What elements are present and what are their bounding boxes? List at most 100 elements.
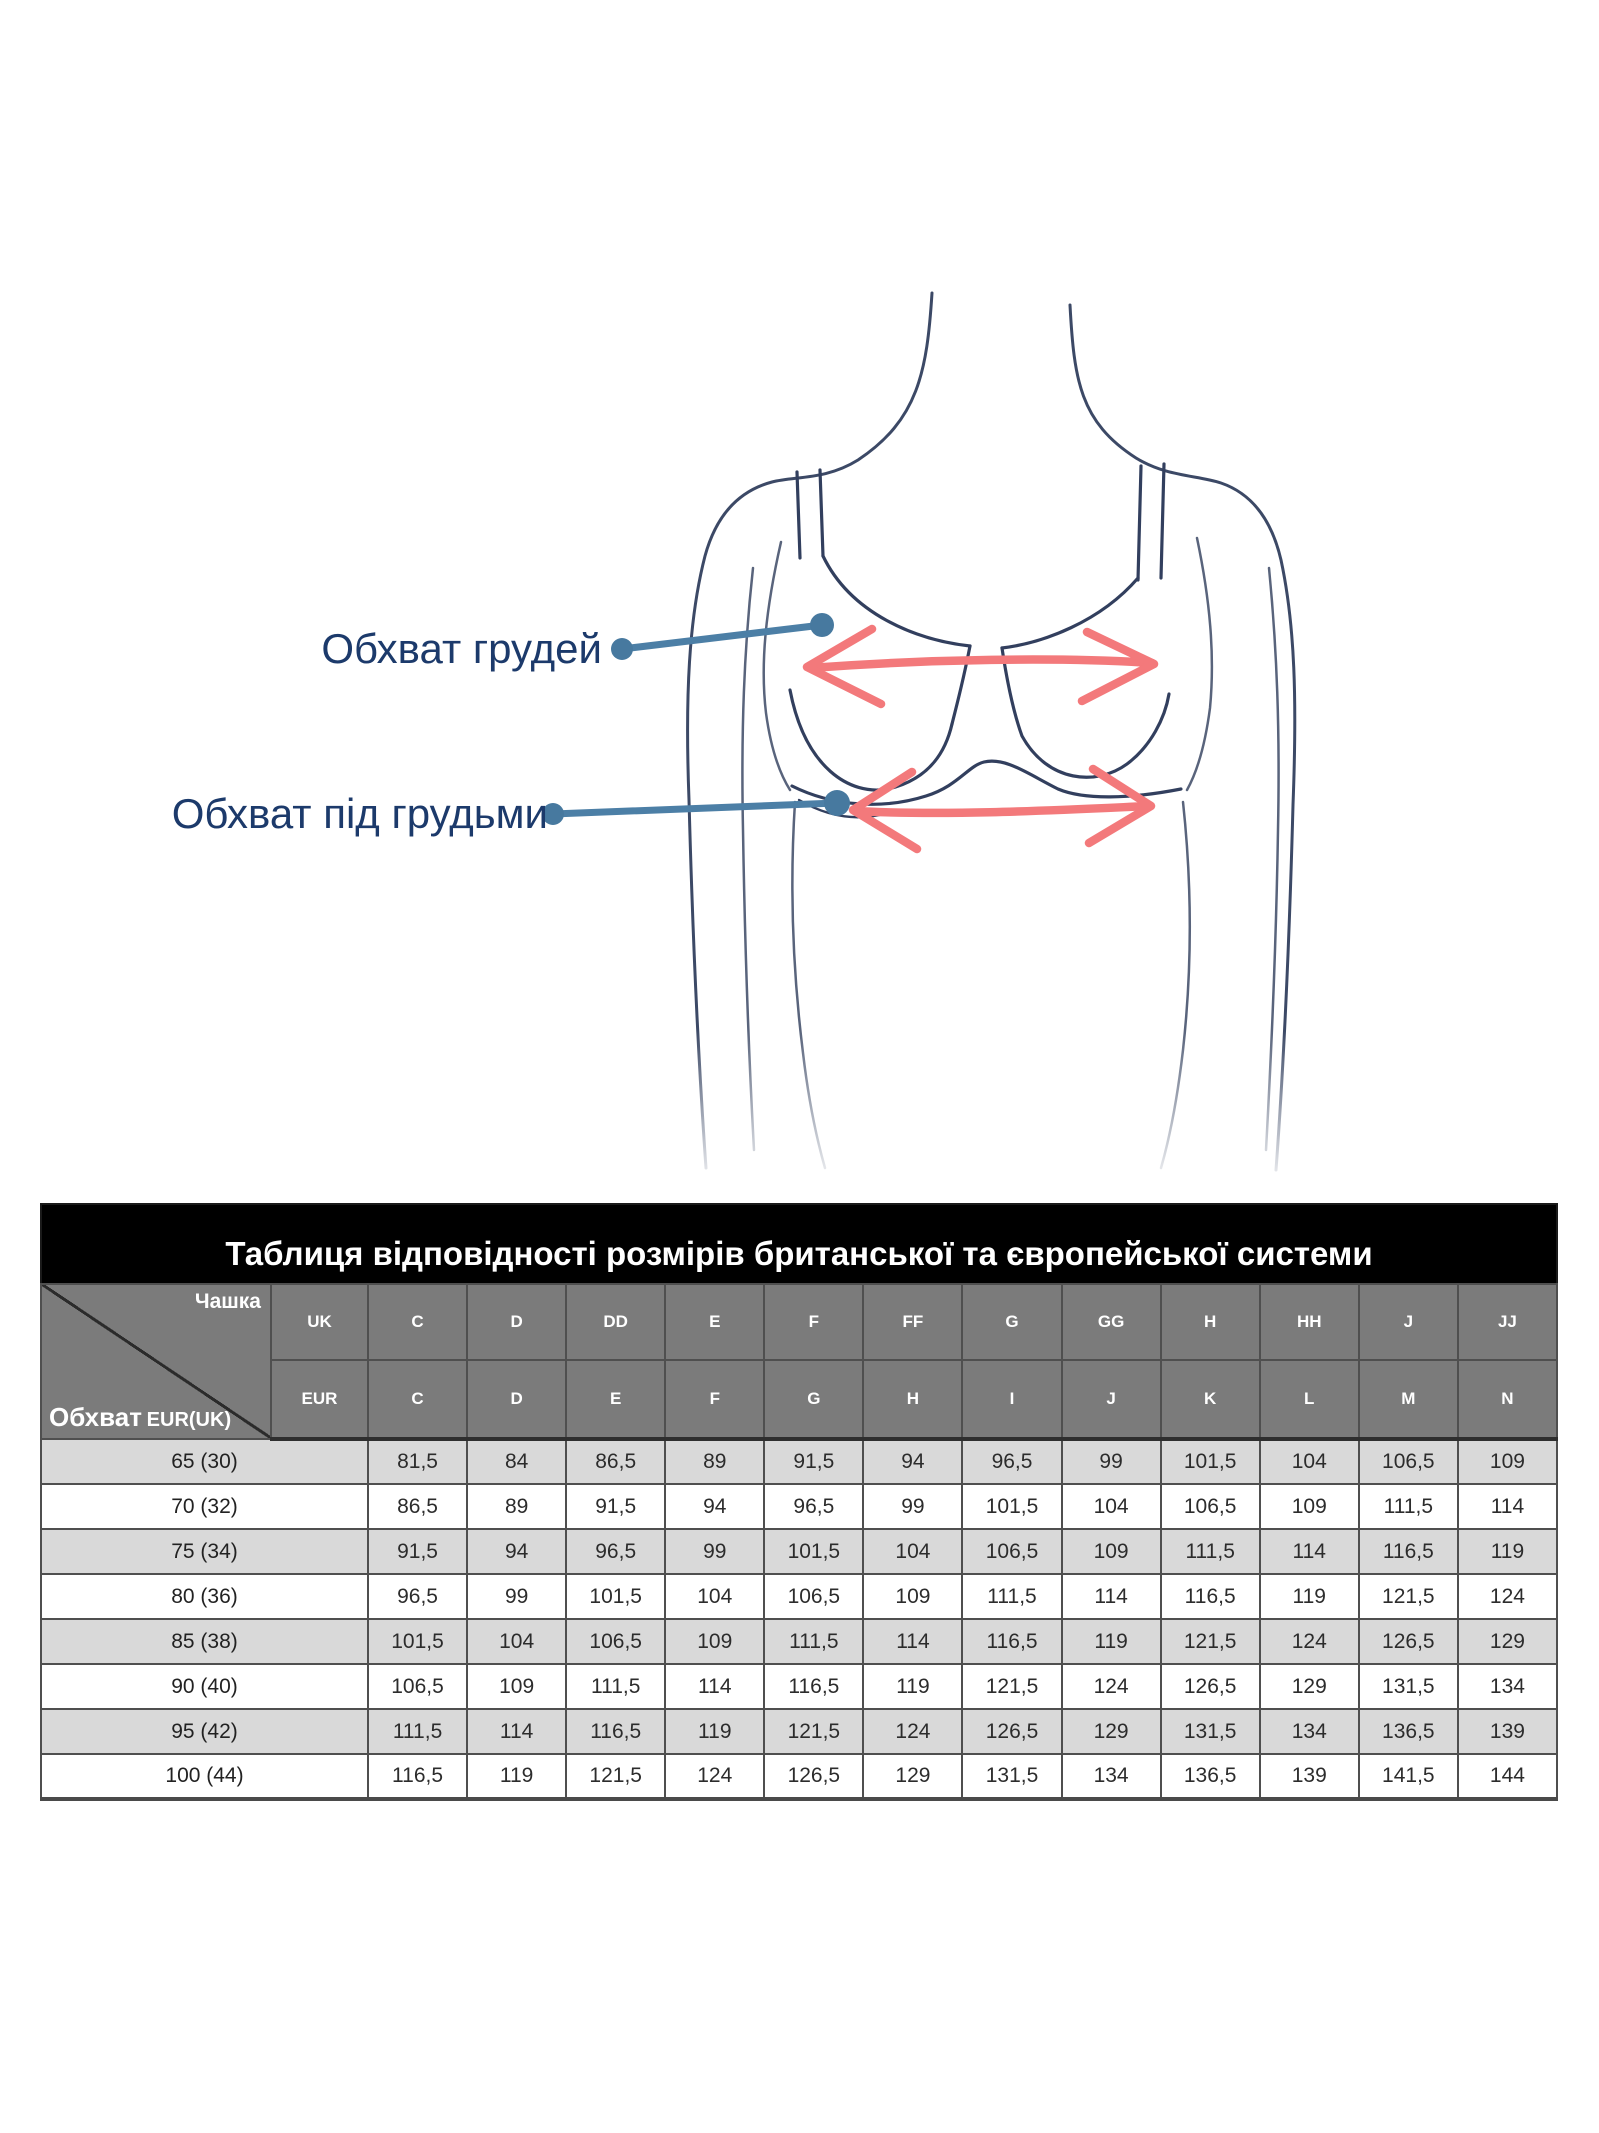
size-cell: 111,5 [1159, 1528, 1261, 1575]
size-cell: 94 [466, 1528, 568, 1575]
size-cell: 104 [862, 1528, 964, 1575]
bust-leader-line [611, 613, 834, 660]
cup-header-uk: J [1357, 1283, 1459, 1361]
band-label: 85 (38) [40, 1618, 369, 1665]
size-cell: 116,5 [366, 1753, 469, 1800]
size-cell: 101,5 [366, 1618, 469, 1665]
size-cell: 119 [466, 1753, 568, 1800]
header-row-eur: EUR C D E F G H I J K L M N [41, 1359, 1559, 1441]
cup-header-uk: E [664, 1283, 766, 1361]
cup-header-eur: C [366, 1359, 469, 1441]
size-cell: 121,5 [763, 1708, 865, 1755]
size-cell: 101,5 [763, 1528, 865, 1575]
size-cell: 136,5 [1357, 1708, 1459, 1755]
cup-header-uk: F [763, 1283, 865, 1361]
table-row: 85 (38) 101,5 104 106,5 109 111,5 114 11… [40, 1618, 1559, 1665]
bra-cup-left [821, 554, 972, 648]
size-cell: 126,5 [1357, 1618, 1459, 1665]
sketch-fade [560, 1030, 1420, 1195]
cup-header-uk: FF [862, 1283, 964, 1361]
size-cell: 119 [664, 1708, 766, 1755]
size-cell: 89 [664, 1438, 766, 1485]
size-cell: 124 [1060, 1663, 1162, 1710]
size-cell: 114 [862, 1618, 964, 1665]
size-cell: 121,5 [565, 1753, 667, 1800]
underbust-arrow [848, 764, 1156, 854]
size-cell: 116,5 [1159, 1573, 1261, 1620]
bra-drawing [788, 462, 1183, 819]
bra-strap-left [795, 470, 802, 560]
size-conversion-table: Таблиця відповідності розмірів британськ… [40, 1203, 1559, 1801]
size-cell: 111,5 [366, 1708, 469, 1755]
size-cell: 116,5 [1357, 1528, 1459, 1575]
size-cell: 109 [664, 1618, 766, 1665]
size-cell: 116,5 [763, 1663, 865, 1710]
size-cell: 106,5 [565, 1618, 667, 1665]
table-row: 80 (36) 96,5 99 101,5 104 106,5 109 111,… [40, 1573, 1559, 1620]
corner-cell: Чашка Обхват EUR(UK) [40, 1283, 272, 1440]
cup-header-eur: D [466, 1359, 568, 1441]
size-cell: 96,5 [366, 1573, 469, 1620]
size-cell: 111,5 [763, 1618, 865, 1665]
cup-header-eur: N [1456, 1359, 1559, 1441]
size-cell: 121,5 [1159, 1618, 1261, 1665]
measurement-diagram: Обхват грудей Обхват під грудьми [171, 291, 1420, 1195]
size-cell: 106,5 [1357, 1438, 1459, 1485]
size-cell: 111,5 [565, 1663, 667, 1710]
table-row: 75 (34) 91,5 94 96,5 99 101,5 104 106,5 … [40, 1528, 1559, 1575]
size-cell: 106,5 [1159, 1483, 1261, 1530]
size-cell: 119 [862, 1663, 964, 1710]
size-cell: 99 [664, 1528, 766, 1575]
size-cell: 124 [1456, 1573, 1559, 1620]
size-cell: 104 [1060, 1483, 1162, 1530]
cup-header-uk: G [961, 1283, 1063, 1361]
size-cell: 139 [1456, 1708, 1559, 1755]
bust-label: Обхват грудей [321, 625, 602, 672]
size-cell: 119 [1060, 1618, 1162, 1665]
size-cell: 104 [1258, 1438, 1360, 1485]
size-cell: 126,5 [1159, 1663, 1261, 1710]
size-cell: 124 [862, 1708, 964, 1755]
bra-underband [790, 759, 1183, 806]
cup-header-eur: K [1159, 1359, 1261, 1441]
size-cell: 129 [1258, 1663, 1360, 1710]
size-cell: 101,5 [565, 1573, 667, 1620]
table-row: 65 (30) 81,5 84 86,5 89 91,5 94 96,5 99 … [40, 1438, 1559, 1485]
figure-outline [686, 291, 1297, 1172]
table-row: 90 (40) 106,5 109 111,5 114 116,5 119 12… [40, 1663, 1559, 1710]
size-cell: 126,5 [961, 1708, 1063, 1755]
size-cell: 81,5 [366, 1438, 469, 1485]
band-label: 65 (30) [40, 1438, 369, 1485]
size-cell: 134 [1258, 1708, 1360, 1755]
size-table-grid: Чашка Обхват EUR(UK) UK C D DD E F FF G … [40, 1283, 1559, 1801]
system-label-uk: UK [270, 1283, 369, 1361]
size-cell: 124 [1258, 1618, 1360, 1665]
size-cell: 104 [466, 1618, 568, 1665]
band-label: 75 (34) [40, 1528, 369, 1575]
size-cell: 131,5 [961, 1753, 1063, 1800]
size-cell: 109 [1456, 1438, 1559, 1485]
bra-cup-right [1000, 576, 1140, 650]
cup-header-eur: H [862, 1359, 964, 1441]
size-cell: 94 [664, 1483, 766, 1530]
size-cell: 109 [862, 1573, 964, 1620]
torso-figure-drawing [542, 291, 1420, 1195]
size-cell: 114 [1060, 1573, 1162, 1620]
size-cell: 119 [1456, 1528, 1559, 1575]
size-cell: 144 [1456, 1753, 1559, 1800]
size-cell: 84 [466, 1438, 568, 1485]
size-cell: 96,5 [763, 1483, 865, 1530]
size-cell: 109 [1258, 1483, 1360, 1530]
underbust-label: Обхват під грудьми [171, 790, 548, 837]
cup-header-uk: JJ [1456, 1283, 1559, 1361]
table-row: 70 (32) 86,5 89 91,5 94 96,5 99 101,5 10… [40, 1483, 1559, 1530]
size-cell: 109 [466, 1663, 568, 1710]
size-cell: 126,5 [763, 1753, 865, 1800]
cup-header-uk: HH [1258, 1283, 1360, 1361]
size-cell: 96,5 [565, 1528, 667, 1575]
cup-header-uk: DD [565, 1283, 667, 1361]
size-cell: 99 [1060, 1438, 1162, 1485]
cup-header-eur: E [565, 1359, 667, 1441]
cup-header-eur: M [1357, 1359, 1459, 1441]
